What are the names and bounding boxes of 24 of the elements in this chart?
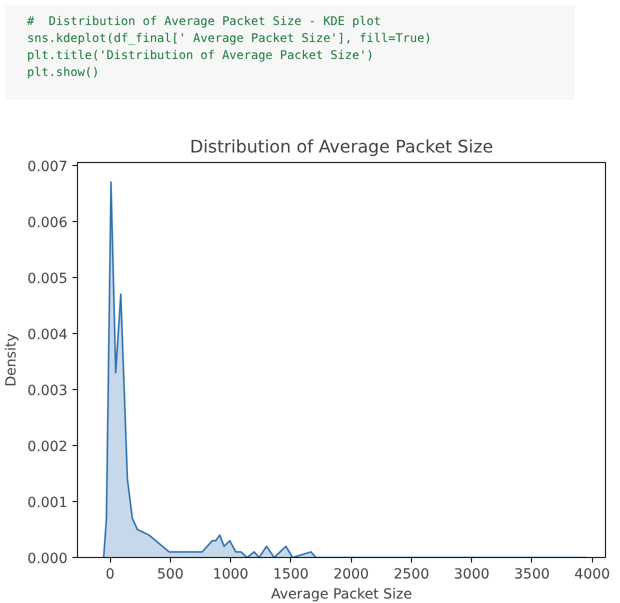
x-tick-label: 1500 bbox=[273, 566, 309, 582]
y-tick-label: 0.004 bbox=[27, 326, 68, 343]
x-tick-label: 3000 bbox=[454, 566, 490, 582]
y-tick-label: 0.002 bbox=[27, 438, 68, 455]
y-tick-label: 0.007 bbox=[27, 158, 68, 175]
y-tick-label: 0.001 bbox=[27, 494, 68, 511]
x-tick-label: 500 bbox=[156, 566, 184, 582]
text: plt.show() bbox=[27, 65, 100, 79]
x-axis-title: Average Packet Size bbox=[271, 586, 412, 602]
y-tick-label: 0.003 bbox=[27, 382, 68, 399]
x-tick-label: 4000 bbox=[574, 566, 610, 582]
y-tick-label: 0.006 bbox=[27, 214, 68, 231]
y-tick-label: 0.000 bbox=[27, 551, 68, 567]
text: sns.kdeplot(df_final[' Average Packet Size'], fill=True) bbox=[27, 31, 432, 45]
x-tick-label: 0 bbox=[106, 566, 115, 582]
x-tick-label: 1000 bbox=[212, 566, 248, 582]
x-tick-label: 3500 bbox=[514, 566, 550, 582]
text: # Distribution of Average Packet Size - KDE plot bbox=[27, 14, 382, 28]
y-axis-title: Density bbox=[3, 333, 20, 387]
chart-title: Distribution of Average Packet Size bbox=[190, 138, 494, 158]
y-tick-label: 0.005 bbox=[27, 270, 68, 287]
x-tick-label: 2500 bbox=[394, 566, 430, 582]
x-tick-label: 2000 bbox=[333, 566, 369, 582]
text: plt.title('Distribution of Average Packet Size') bbox=[27, 48, 374, 62]
